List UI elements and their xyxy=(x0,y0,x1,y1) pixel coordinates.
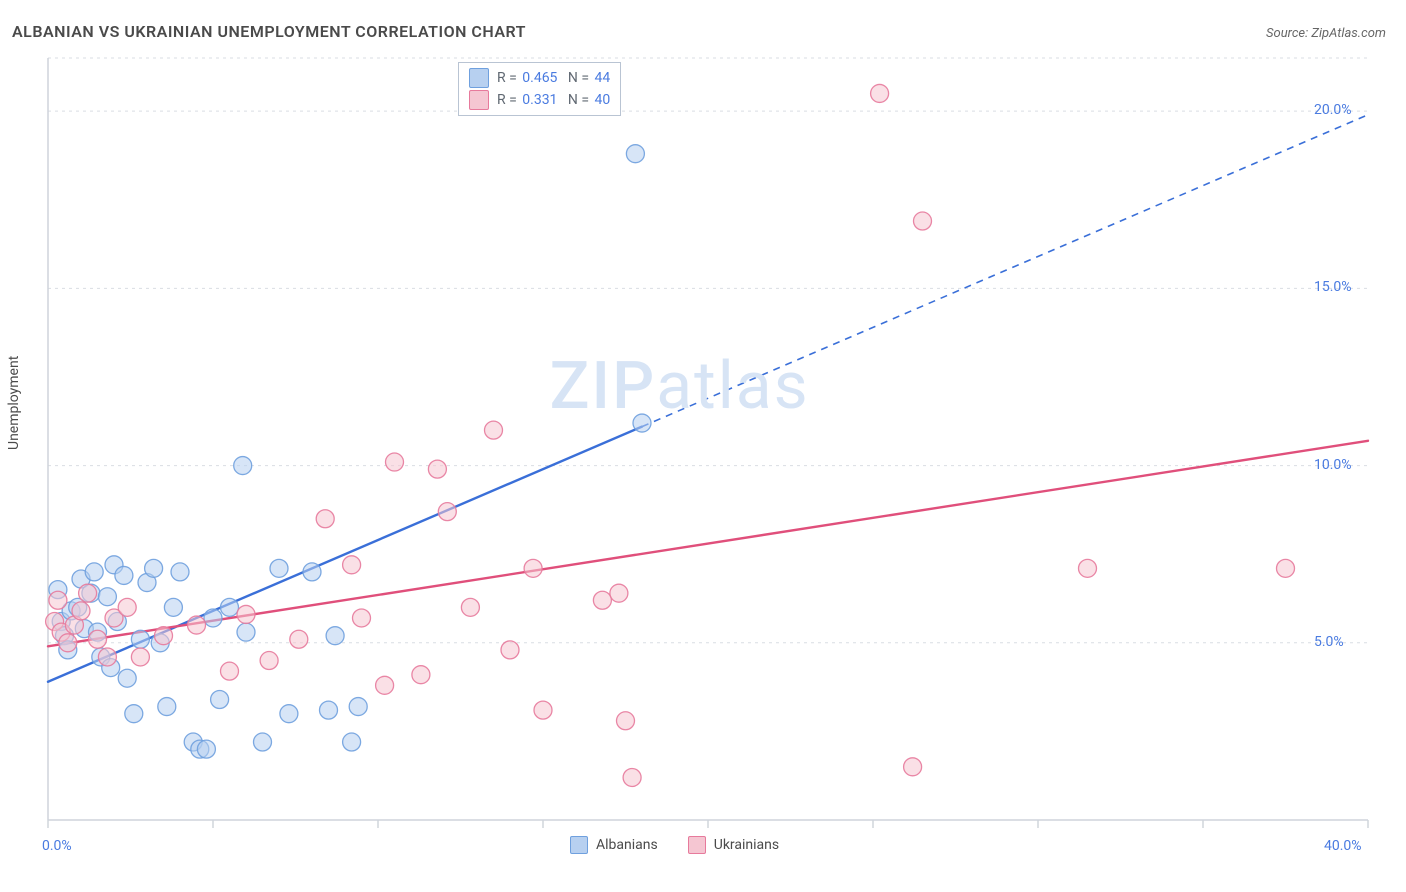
x-tick-label: 0.0% xyxy=(42,838,72,854)
series-legend-ukrainians: Ukrainians xyxy=(688,836,779,854)
series-label-ukrainians: Ukrainians xyxy=(714,837,779,853)
legend-swatch-albanians xyxy=(469,68,489,88)
y-tick-label: 10.0% xyxy=(1314,457,1352,473)
series-legend: Albanians Ukrainians xyxy=(570,836,779,854)
legend-row-ukrainians: R = 0.331 N = 40 xyxy=(469,89,610,111)
x-tick-label: 40.0% xyxy=(1324,838,1362,854)
y-tick-label: 20.0% xyxy=(1314,102,1352,118)
legend-stats-albanians: R = 0.465 N = 44 xyxy=(497,70,610,86)
correlation-legend: R = 0.465 N = 44 R = 0.331 N = 40 xyxy=(458,62,621,116)
series-swatch-albanians xyxy=(570,836,588,854)
legend-swatch-ukrainians xyxy=(469,90,489,110)
series-label-albanians: Albanians xyxy=(596,837,658,853)
chart-container: Unemployment ZIPatlas R = 0.465 N = 44R … xyxy=(0,50,1406,892)
series-legend-albanians: Albanians xyxy=(570,836,658,854)
source-attribution: Source: ZipAtlas.com xyxy=(1266,26,1386,41)
series-swatch-ukrainians xyxy=(688,836,706,854)
legend-stats-ukrainians: R = 0.331 N = 40 xyxy=(497,92,610,108)
y-tick-label: 5.0% xyxy=(1314,634,1344,650)
scatter-plot xyxy=(0,50,1398,860)
legend-row-albanians: R = 0.465 N = 44 xyxy=(469,67,610,89)
y-tick-label: 15.0% xyxy=(1314,279,1352,295)
chart-title: ALBANIAN VS UKRAINIAN UNEMPLOYMENT CORRE… xyxy=(12,22,526,41)
